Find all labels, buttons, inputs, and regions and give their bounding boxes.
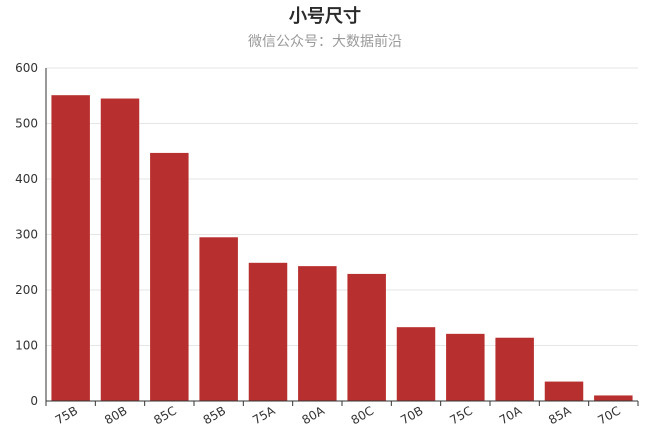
x-tick-label: 70A	[497, 403, 525, 427]
bar	[495, 337, 534, 401]
y-tick-label: 400	[15, 172, 38, 186]
y-tick-label: 0	[30, 394, 38, 408]
x-tick-label: 80A	[299, 403, 327, 427]
bar	[51, 95, 90, 401]
bar	[248, 262, 288, 401]
bar	[100, 98, 140, 402]
y-tick-label: 200	[15, 283, 38, 297]
x-tick-label: 85A	[546, 403, 574, 427]
y-tick-label: 600	[15, 61, 38, 75]
x-tick-label: 70B	[398, 403, 425, 427]
x-tick-label: 75B	[53, 403, 80, 427]
bar	[199, 237, 238, 401]
x-tick-label: 80B	[102, 403, 129, 427]
y-tick-label: 300	[15, 228, 38, 242]
bar	[544, 381, 584, 401]
y-tick-label: 100	[15, 339, 38, 353]
bar	[594, 395, 633, 401]
chart-subtitle: 微信公众号：大数据前沿	[248, 34, 402, 50]
x-tick-label: 70C	[595, 403, 622, 427]
bar	[150, 152, 189, 401]
x-tick-label: 85B	[201, 403, 228, 427]
bar	[396, 327, 436, 401]
x-tick-label: 75A	[250, 403, 278, 427]
x-tick-label: 80C	[349, 403, 376, 427]
x-tick-label: 85C	[151, 403, 178, 427]
bar	[446, 333, 485, 401]
bar	[347, 273, 386, 401]
bar	[298, 266, 337, 401]
x-tick-label: 75C	[447, 403, 474, 427]
chart-title: 小号尺寸	[289, 6, 361, 27]
y-tick-label: 500	[15, 117, 38, 131]
